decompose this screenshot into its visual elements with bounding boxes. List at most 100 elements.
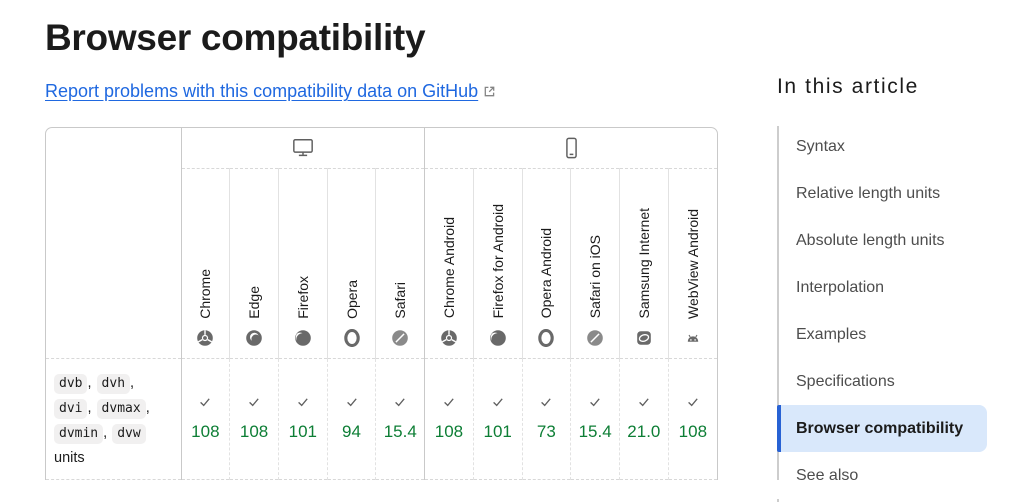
check-icon	[393, 396, 407, 408]
support-version: 73	[536, 421, 556, 441]
edge-icon	[245, 329, 263, 347]
code-dvh: dvh	[96, 373, 131, 394]
support-cell-opera-android[interactable]: 73	[521, 357, 571, 479]
toc-item-browser-compatibility[interactable]: Browser compatibility	[777, 405, 987, 452]
code-dvi: dvi	[54, 398, 88, 419]
check-icon	[296, 396, 310, 408]
browser-column-safari-ios: Safari on iOS	[570, 168, 620, 359]
browser-column-firefox: Firefox	[277, 168, 328, 359]
separator: ,	[103, 424, 108, 441]
separator: ,	[87, 374, 92, 391]
toc-list: Syntax Relative length units Absolute le…	[777, 123, 987, 502]
check-icon	[686, 396, 700, 408]
browser-name: Chrome Android	[440, 217, 457, 319]
opera-icon	[537, 328, 555, 347]
toc-item-absolute-length-units[interactable]: Absolute length units	[777, 217, 987, 264]
support-cell-webview-android[interactable]: 108	[667, 357, 717, 479]
mobile-platform-header	[424, 128, 717, 169]
toc-item-see-also[interactable]: See also	[777, 452, 987, 499]
support-cell-firefox-android[interactable]: 101	[472, 357, 523, 479]
mobile-icon	[563, 137, 580, 159]
firefox-icon	[489, 329, 507, 347]
article-section: Browser compatibility Report problems wi…	[45, 0, 718, 487]
code-dvb: dvb	[54, 373, 88, 394]
browser-compat-table: Chrome Edge	[45, 127, 718, 487]
table-corner-cell	[46, 128, 182, 359]
browser-column-samsung-internet: Samsung Internet	[618, 168, 669, 359]
toc-item-label: Examples	[796, 325, 867, 343]
support-version: 101	[288, 421, 317, 441]
support-cell-chrome[interactable]: 108	[180, 357, 230, 479]
support-version: 101	[483, 421, 512, 441]
support-cell-safari[interactable]: 15.4	[375, 357, 425, 479]
browser-column-opera: Opera	[326, 168, 376, 359]
browser-header-row: Chrome Edge	[46, 168, 717, 359]
samsung-icon	[635, 329, 653, 347]
browser-name: Safari	[392, 281, 409, 319]
support-version: 94	[342, 421, 361, 441]
support-version: 15.4	[383, 421, 417, 441]
safari-icon	[586, 329, 604, 347]
support-cell-samsung-internet[interactable]: 21.0	[618, 357, 669, 479]
browser-name: Safari on iOS	[587, 235, 604, 319]
feature-cell: dvb, dvh, dvi, dvmax, dvmin, dvw units	[46, 357, 181, 479]
toc-item-label: See also	[796, 466, 859, 484]
browser-name: Opera	[343, 279, 360, 319]
toc-item-label: Interpolation	[796, 278, 885, 296]
feature-row: dvb, dvh, dvi, dvmax, dvmin, dvw units 1…	[46, 357, 717, 479]
feature-suffix: units	[54, 449, 85, 466]
toc-item-syntax[interactable]: Syntax	[777, 123, 987, 170]
separator: ,	[87, 399, 92, 416]
check-icon	[345, 396, 359, 408]
toc-heading: In this article	[777, 75, 919, 98]
check-icon	[637, 396, 651, 408]
android-icon	[684, 329, 702, 347]
support-cell-safari-ios[interactable]: 15.4	[570, 357, 620, 479]
chrome-icon	[196, 329, 214, 347]
toc-item-interpolation[interactable]: Interpolation	[777, 264, 987, 311]
separator: ,	[145, 399, 150, 416]
browser-name: Edge	[246, 285, 263, 319]
check-icon	[539, 396, 553, 408]
desktop-icon	[292, 139, 314, 157]
viewport-clip-edge	[0, 480, 1024, 499]
code-dvw: dvw	[112, 423, 146, 444]
browser-name: Samsung Internet	[635, 207, 652, 319]
toc-item-specifications[interactable]: Specifications	[777, 358, 987, 405]
separator: ,	[130, 374, 135, 391]
browser-column-safari: Safari	[375, 168, 425, 359]
browser-name: Chrome	[197, 268, 214, 319]
support-version: 108	[191, 421, 220, 441]
in-this-article-panel: In this article Syntax Relative length u…	[777, 74, 987, 502]
desktop-platform-header	[181, 128, 426, 169]
toc-item-examples[interactable]: Examples	[777, 311, 987, 358]
toc-item-label: Absolute length units	[796, 231, 945, 249]
report-compat-link[interactable]: Report problems with this compatibility …	[45, 81, 496, 102]
browser-column-edge: Edge	[229, 168, 279, 359]
check-icon	[442, 396, 456, 408]
support-version: 15.4	[578, 421, 612, 441]
toc-item-label: Relative length units	[796, 184, 941, 202]
support-version: 108	[678, 421, 708, 441]
browser-name: Firefox	[294, 275, 311, 319]
browser-name: Firefox for Android	[489, 204, 506, 319]
firefox-icon	[294, 329, 312, 347]
check-icon	[247, 396, 261, 408]
support-cell-firefox[interactable]: 101	[277, 357, 328, 479]
check-icon	[588, 396, 602, 408]
browser-column-webview-android: WebView Android	[667, 168, 717, 359]
support-cell-chrome-android[interactable]: 108	[424, 357, 474, 479]
support-cell-edge[interactable]: 108	[229, 357, 279, 479]
toc-item-label: Browser compatibility	[796, 419, 964, 437]
support-version: 21.0	[627, 421, 661, 441]
safari-icon	[391, 329, 409, 347]
browser-column-chrome: Chrome	[180, 168, 230, 359]
toc-item-label: Specifications	[796, 372, 895, 390]
chrome-icon	[440, 329, 458, 347]
toc-item-relative-length-units[interactable]: Relative length units	[777, 170, 987, 217]
check-icon	[198, 396, 212, 408]
check-icon	[491, 396, 505, 408]
browser-column-firefox-android: Firefox for Android	[472, 168, 523, 359]
external-link-icon	[483, 85, 496, 98]
support-cell-opera[interactable]: 94	[326, 357, 376, 479]
